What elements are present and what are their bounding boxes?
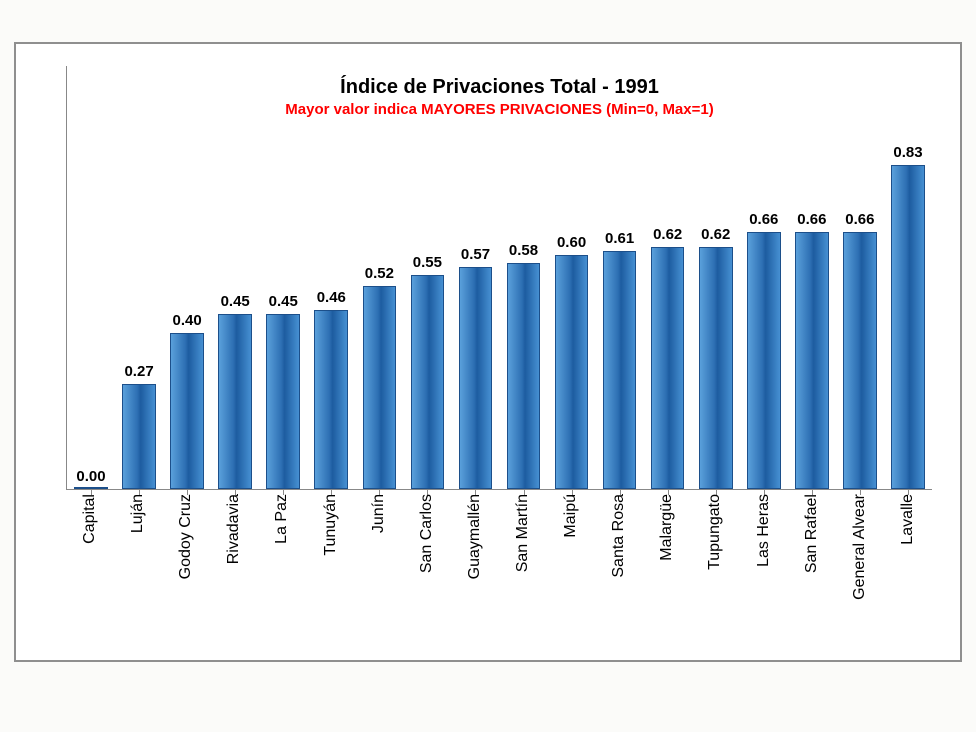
bar-slot: 0.58 — [500, 138, 548, 489]
category-label: Luján — [129, 494, 147, 533]
category-slot: Luján — [114, 490, 162, 660]
bar-value-label: 0.45 — [259, 293, 307, 310]
category-slot: San Rafael — [788, 490, 836, 660]
category-label: Malargüe — [658, 494, 676, 561]
bar-slot: 0.45 — [259, 138, 307, 489]
bar-slot: 0.00 — [67, 138, 115, 489]
category-label: Las Heras — [755, 494, 773, 567]
bar-value-label: 0.66 — [836, 211, 884, 228]
category-label: Capital — [81, 494, 99, 544]
category-label: General Alvear — [851, 494, 869, 600]
category-slot: Malargüe — [643, 490, 691, 660]
bar-value-label: 0.66 — [740, 211, 788, 228]
category-slot: General Alvear — [836, 490, 884, 660]
bar — [266, 314, 300, 490]
bar — [459, 267, 493, 489]
bar-value-label: 0.00 — [67, 468, 115, 485]
bar-slot: 0.62 — [692, 138, 740, 489]
bar-value-label: 0.46 — [307, 289, 355, 306]
bar-slot: 0.83 — [884, 138, 932, 489]
bar-value-label: 0.27 — [115, 363, 163, 380]
category-slot: Rivadavia — [210, 490, 258, 660]
bar — [507, 263, 541, 489]
bar-value-label: 0.45 — [211, 293, 259, 310]
bar-slot: 0.62 — [644, 138, 692, 489]
category-slot: Maipú — [547, 490, 595, 660]
bar-value-label: 0.40 — [163, 312, 211, 329]
bar-value-label: 0.55 — [403, 254, 451, 271]
category-label: Tupungato — [706, 494, 724, 570]
category-label: La Paz — [273, 494, 291, 544]
category-slot: Tunuyán — [307, 490, 355, 660]
bar — [747, 232, 781, 489]
bar — [314, 310, 348, 489]
category-label: Rivadavia — [225, 494, 243, 564]
plot-area: Índice de Privaciones Total - 1991 Mayor… — [66, 66, 932, 490]
bar-slot: 0.57 — [451, 138, 499, 489]
category-slot: Las Heras — [740, 490, 788, 660]
chart-titles: Índice de Privaciones Total - 1991 Mayor… — [67, 76, 932, 118]
bar — [122, 384, 156, 489]
bar — [603, 251, 637, 489]
bar-value-label: 0.58 — [500, 242, 548, 259]
category-label: Guaymallén — [466, 494, 484, 579]
category-label: Santa Rosa — [610, 494, 628, 578]
bar-slot: 0.66 — [740, 138, 788, 489]
x-axis-labels: Capital Luján Godoy Cruz Rivadavia La Paz Tun… — [66, 490, 932, 660]
category-label: Tunuyán — [322, 494, 340, 556]
chart-subtitle: Mayor valor indica MAYORES PRIVACIONES (… — [67, 101, 932, 118]
bar-value-label: 0.61 — [596, 230, 644, 247]
category-slot: Junín — [355, 490, 403, 660]
bar-value-label: 0.62 — [644, 226, 692, 243]
bar-slot: 0.66 — [836, 138, 884, 489]
bar-value-label: 0.62 — [692, 226, 740, 243]
bar — [218, 314, 252, 490]
category-slot: Santa Rosa — [595, 490, 643, 660]
bar-value-label: 0.60 — [548, 234, 596, 251]
bar-value-label: 0.83 — [884, 144, 932, 161]
chart-frame: Índice de Privaciones Total - 1991 Mayor… — [14, 42, 962, 662]
bar-slot: 0.40 — [163, 138, 211, 489]
bar — [891, 165, 925, 489]
bar-slot: 0.61 — [596, 138, 644, 489]
category-label: Godoy Cruz — [177, 494, 195, 579]
bar-slot: 0.46 — [307, 138, 355, 489]
bar — [795, 232, 829, 489]
bar-slot: 0.60 — [548, 138, 596, 489]
category-slot: Lavalle — [884, 490, 932, 660]
category-slot: La Paz — [258, 490, 306, 660]
category-slot: Tupungato — [691, 490, 739, 660]
bar — [555, 255, 589, 489]
bar-value-label: 0.57 — [451, 246, 499, 263]
category-label: San Rafael — [803, 494, 821, 573]
bar-value-label: 0.52 — [355, 265, 403, 282]
bars-container: 0.000.270.400.450.450.460.520.550.570.58… — [67, 138, 932, 489]
category-label: Lavalle — [899, 494, 917, 545]
category-label: San Martín — [514, 494, 532, 572]
bar — [699, 247, 733, 489]
bar — [170, 333, 204, 489]
category-label: Maipú — [562, 494, 580, 538]
bar-slot: 0.27 — [115, 138, 163, 489]
category-label: Junín — [370, 494, 388, 533]
bar-value-label: 0.66 — [788, 211, 836, 228]
bar-slot: 0.55 — [403, 138, 451, 489]
bar-slot: 0.45 — [211, 138, 259, 489]
bar — [651, 247, 685, 489]
bar-slot: 0.66 — [788, 138, 836, 489]
category-slot: San Martín — [499, 490, 547, 660]
chart-title: Índice de Privaciones Total - 1991 — [67, 76, 932, 99]
category-slot: Capital — [66, 490, 114, 660]
category-label: San Carlos — [418, 494, 436, 573]
category-slot: Godoy Cruz — [162, 490, 210, 660]
category-slot: Guaymallén — [451, 490, 499, 660]
bar — [843, 232, 877, 489]
bar — [363, 286, 397, 489]
bar-slot: 0.52 — [355, 138, 403, 489]
category-slot: San Carlos — [403, 490, 451, 660]
bar — [411, 275, 445, 490]
